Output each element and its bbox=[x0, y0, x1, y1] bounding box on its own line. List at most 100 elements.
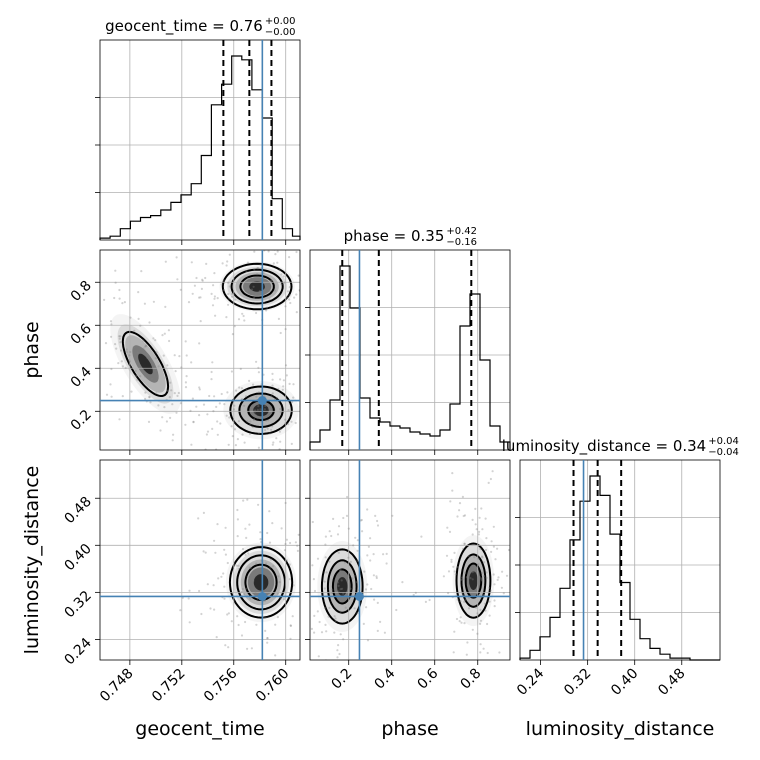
sample-point bbox=[211, 427, 214, 430]
sample-point bbox=[289, 637, 292, 641]
sample-point bbox=[477, 533, 480, 536]
sample-point bbox=[176, 394, 179, 397]
sample-point bbox=[463, 600, 466, 603]
sample-point bbox=[464, 571, 467, 575]
sample-point bbox=[184, 386, 188, 389]
sample-point bbox=[264, 404, 267, 408]
sample-point bbox=[173, 392, 176, 395]
sample-point bbox=[312, 398, 314, 400]
sample-point bbox=[285, 559, 288, 562]
sample-point bbox=[347, 575, 350, 578]
sample-point bbox=[316, 557, 320, 560]
panel-frame bbox=[99, 249, 301, 451]
sample-point bbox=[273, 289, 277, 292]
sample-point bbox=[224, 553, 227, 556]
x-tick-label: 0.2 bbox=[328, 666, 355, 693]
sample-point bbox=[213, 295, 216, 298]
sample-point bbox=[490, 550, 493, 554]
sample-point bbox=[228, 416, 231, 419]
sample-point bbox=[202, 511, 205, 514]
sample-point bbox=[383, 631, 386, 634]
sample-point bbox=[114, 269, 117, 272]
sample-point bbox=[140, 270, 143, 273]
sample-point bbox=[312, 536, 314, 538]
sample-point bbox=[274, 253, 277, 256]
sample-point bbox=[279, 428, 282, 431]
sample-point bbox=[253, 268, 256, 271]
sample-point bbox=[269, 279, 272, 282]
sample-point bbox=[483, 660, 485, 662]
sample-point bbox=[228, 297, 231, 300]
sample-point bbox=[290, 670, 292, 672]
sample-point bbox=[246, 498, 249, 501]
sample-point bbox=[347, 556, 350, 559]
sample-point bbox=[244, 527, 247, 530]
sample-point bbox=[130, 390, 133, 393]
sample-point bbox=[279, 378, 282, 381]
sample-point bbox=[424, 600, 427, 604]
sample-point bbox=[428, 598, 431, 602]
sample-point bbox=[463, 622, 466, 625]
sample-point bbox=[206, 413, 209, 416]
sample-point bbox=[227, 281, 230, 284]
sample-point bbox=[295, 311, 298, 314]
sample-point bbox=[440, 678, 442, 680]
sample-point bbox=[347, 527, 350, 530]
sample-point bbox=[128, 359, 131, 362]
sample-point bbox=[221, 262, 224, 265]
sample-point bbox=[340, 579, 343, 582]
sample-point bbox=[280, 527, 283, 530]
x-tick-label: 0.748 bbox=[97, 666, 137, 706]
sample-point bbox=[481, 579, 484, 582]
sample-point bbox=[97, 342, 99, 344]
sample-point bbox=[276, 250, 279, 253]
sample-point bbox=[265, 562, 268, 565]
sample-point bbox=[214, 314, 217, 317]
sample-point bbox=[279, 440, 282, 443]
sample-point bbox=[452, 651, 455, 654]
sample-point bbox=[450, 560, 453, 564]
sample-point bbox=[480, 577, 483, 580]
sample-point bbox=[250, 288, 254, 291]
sample-point bbox=[274, 623, 277, 626]
sample-point bbox=[484, 548, 488, 552]
sample-point bbox=[312, 578, 315, 581]
sample-point bbox=[184, 381, 187, 384]
sample-point bbox=[155, 351, 158, 354]
sample-point bbox=[246, 647, 249, 650]
sample-point bbox=[305, 569, 307, 571]
sample-point bbox=[287, 409, 290, 412]
sample-point bbox=[225, 264, 228, 267]
sample-point bbox=[484, 609, 487, 612]
sample-point bbox=[132, 346, 135, 349]
truth-point bbox=[257, 591, 267, 601]
sample-point bbox=[142, 347, 145, 350]
sample-point bbox=[512, 548, 514, 550]
sample-point bbox=[241, 547, 245, 551]
sample-point bbox=[226, 260, 229, 263]
sample-point bbox=[228, 253, 231, 256]
sample-point bbox=[334, 617, 337, 620]
sample-point bbox=[336, 576, 339, 579]
sample-point bbox=[166, 389, 169, 392]
sample-point bbox=[104, 342, 108, 345]
sample-point bbox=[324, 535, 327, 538]
sample-point bbox=[264, 629, 267, 633]
sample-point bbox=[280, 624, 282, 626]
sample-point bbox=[369, 537, 372, 540]
sample-point bbox=[246, 289, 249, 292]
sample-point bbox=[310, 627, 313, 631]
sample-point bbox=[453, 570, 456, 573]
sample-point bbox=[144, 397, 147, 401]
sample-point bbox=[483, 561, 486, 564]
sample-point bbox=[271, 522, 274, 525]
sample-point bbox=[351, 662, 353, 664]
sample-point bbox=[271, 372, 274, 375]
sample-point bbox=[85, 313, 87, 315]
sample-point bbox=[223, 597, 226, 600]
sample-point bbox=[376, 519, 379, 523]
sample-point bbox=[175, 411, 178, 414]
sample-point bbox=[369, 559, 372, 562]
sample-point bbox=[494, 661, 496, 663]
sample-point bbox=[478, 516, 481, 519]
